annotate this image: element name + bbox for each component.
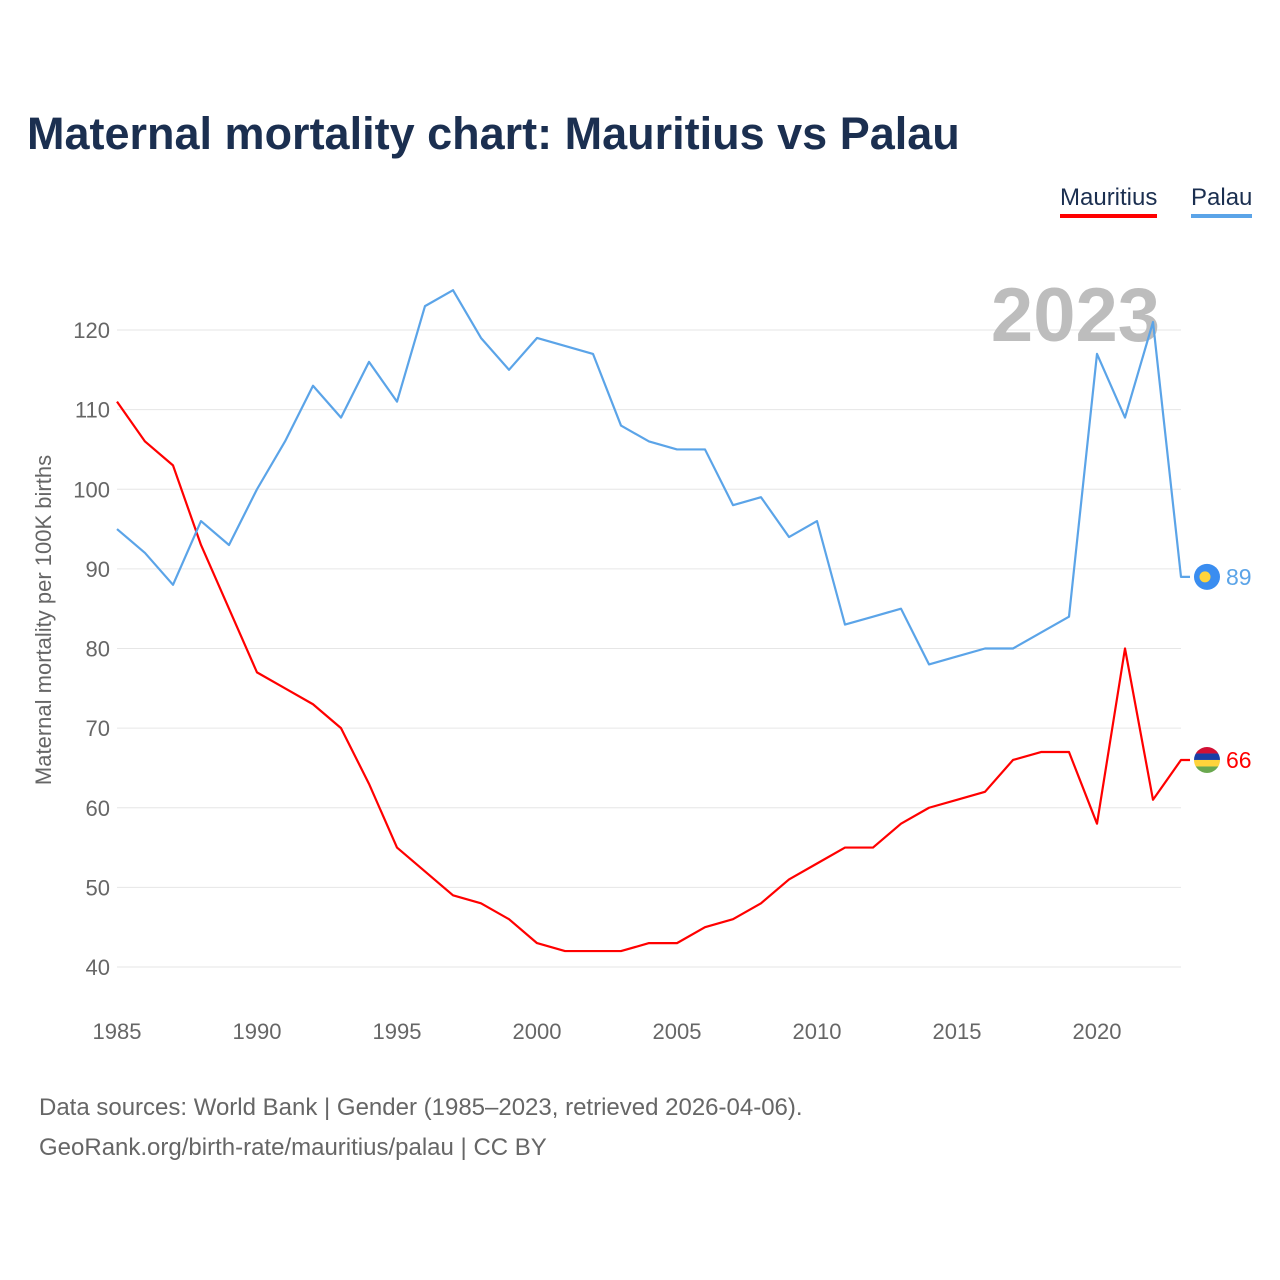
y-tick-label: 40: [86, 955, 110, 980]
legend-item-mauritius[interactable]: Mauritius: [1060, 184, 1158, 218]
x-tick-label: 2000: [513, 1019, 562, 1044]
x-tick-label: 2020: [1073, 1019, 1122, 1044]
y-tick-label: 100: [73, 477, 110, 502]
attribution-link[interactable]: GeoRank.org/birth-rate/mauritius/palau |…: [39, 1134, 547, 1161]
x-tick-label: 1990: [233, 1019, 282, 1044]
source-note: Data sources: World Bank | Gender (1985–…: [39, 1094, 803, 1121]
series-line-mauritius: [116, 401, 1190, 953]
x-tick-label: 1985: [93, 1019, 142, 1044]
y-tick-label: 70: [86, 716, 110, 741]
y-tick-label: 80: [86, 637, 110, 662]
chart-title: Maternal mortality chart: Mauritius vs P…: [27, 108, 960, 159]
x-tick-label: 2010: [793, 1019, 842, 1044]
x-tick-label: 1995: [373, 1019, 422, 1044]
y-tick-label: 60: [86, 796, 110, 821]
legend-item-palau[interactable]: Palau: [1191, 184, 1253, 218]
x-tick-label: 2005: [653, 1019, 702, 1044]
y-axis-label: Maternal mortality per 100K births: [31, 455, 56, 785]
flag-icon-mauritius: [1194, 746, 1220, 773]
y-tick-label: 50: [86, 875, 110, 900]
year-watermark: 2023: [991, 273, 1160, 358]
y-tick-label: 120: [73, 318, 110, 343]
series-line-palau: [116, 289, 1190, 666]
end-value-label: 89: [1226, 564, 1252, 590]
end-value-label: 66: [1226, 747, 1252, 773]
flag-icon-palau: [1194, 563, 1220, 590]
y-tick-label: 110: [75, 398, 110, 423]
y-tick-label: 90: [86, 557, 110, 582]
x-tick-label: 2015: [933, 1019, 982, 1044]
footer: Data sources: World Bank | Gender (1985–…: [39, 1088, 803, 1168]
